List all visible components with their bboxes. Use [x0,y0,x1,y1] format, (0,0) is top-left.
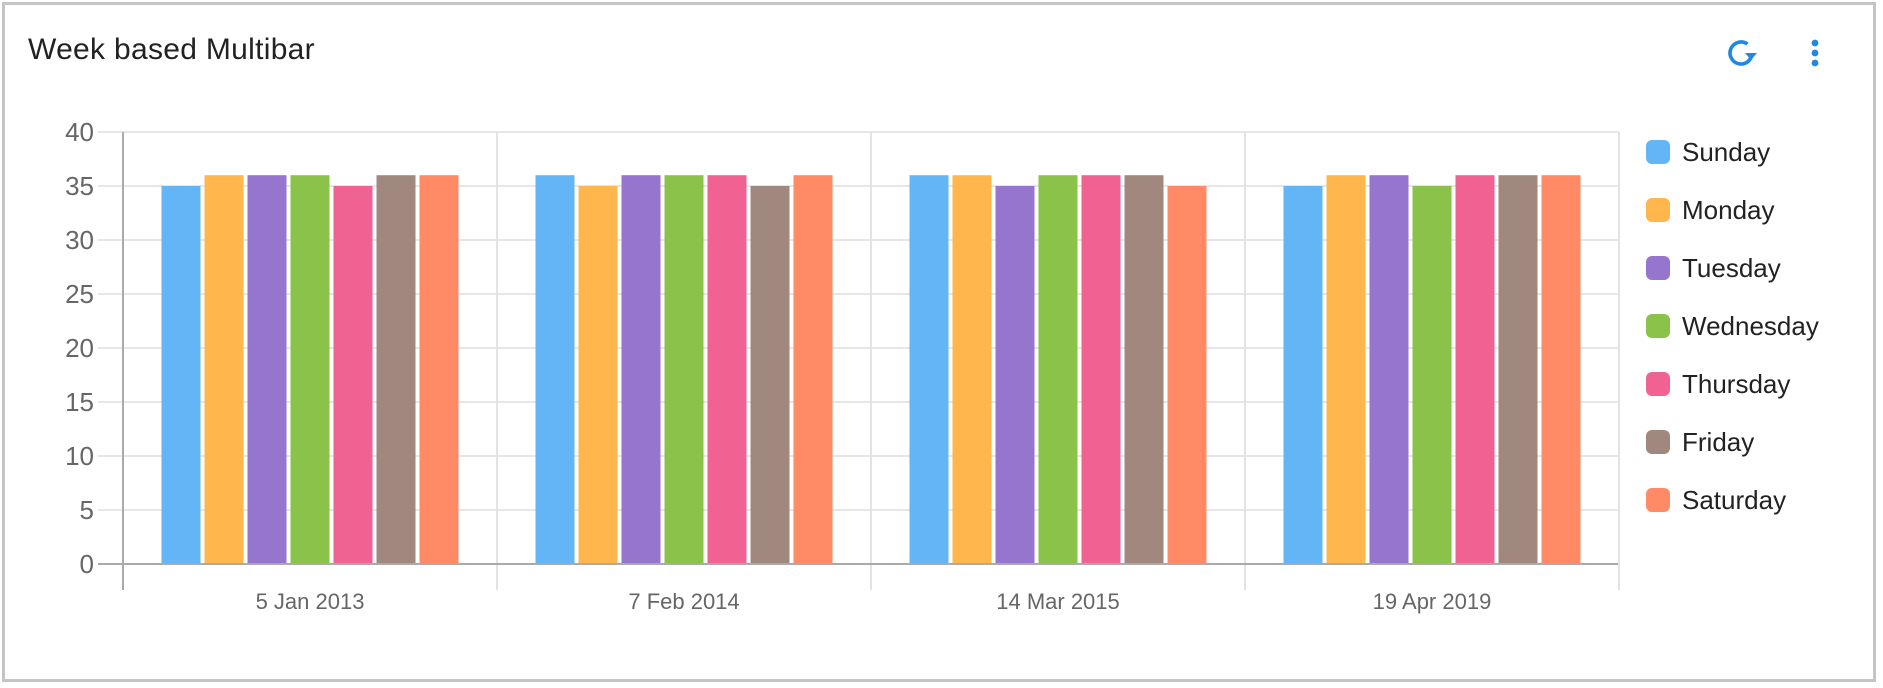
bar-wednesday[interactable] [1412,186,1452,564]
y-tick-label: 0 [80,549,94,579]
y-tick-label: 5 [80,495,94,525]
more-options-button[interactable] [1800,33,1830,73]
bar-thursday[interactable] [707,175,747,564]
bar-sunday[interactable] [909,175,949,564]
bar-saturday[interactable] [793,175,833,564]
bar-tuesday[interactable] [621,175,661,564]
x-tick-label: 5 Jan 2013 [256,589,365,614]
legend-label: Saturday [1682,484,1787,515]
legend-label: Monday [1682,194,1775,225]
legend-item-monday[interactable]: Monday [1646,181,1819,239]
legend-item-thursday[interactable]: Thursday [1646,355,1819,413]
bar-sunday[interactable] [1283,186,1323,564]
refresh-icon [1728,40,1757,66]
legend-item-wednesday[interactable]: Wednesday [1646,297,1819,355]
chart-title: Week based Multibar [28,33,315,66]
legend-item-tuesday[interactable]: Tuesday [1646,239,1819,297]
bar-monday[interactable] [952,175,992,564]
legend-label: Friday [1682,426,1755,457]
legend-item-saturday[interactable]: Saturday [1646,471,1819,529]
legend-swatch [1646,314,1670,338]
legend-item-sunday[interactable]: Sunday [1646,123,1819,181]
legend-label: Tuesday [1682,252,1781,283]
bar-wednesday[interactable] [290,175,330,564]
legend-swatch [1646,140,1670,164]
bar-sunday[interactable] [535,175,575,564]
bar-tuesday[interactable] [1369,175,1409,564]
y-tick-label: 40 [65,117,94,147]
y-tick-label: 30 [65,225,94,255]
bar-friday[interactable] [1124,175,1164,564]
bar-saturday[interactable] [1167,186,1207,564]
bar-friday[interactable] [1498,175,1538,564]
legend-swatch [1646,488,1670,512]
x-tick-label: 7 Feb 2014 [628,589,739,614]
legend-swatch [1646,430,1670,454]
legend-label: Wednesday [1682,310,1819,341]
bar-monday[interactable] [578,186,618,564]
bar-tuesday[interactable] [995,186,1035,564]
legend-swatch [1646,198,1670,222]
bar-thursday[interactable] [333,186,373,564]
legend-item-friday[interactable]: Friday [1646,413,1819,471]
bar-friday[interactable] [376,175,416,564]
bar-monday[interactable] [204,175,244,564]
bar-thursday[interactable] [1081,175,1121,564]
bar-friday[interactable] [750,186,790,564]
bar-wednesday[interactable] [664,175,704,564]
bar-saturday[interactable] [419,175,459,564]
bar-tuesday[interactable] [247,175,287,564]
more-vertical-icon [1811,39,1819,67]
x-tick-label: 19 Apr 2019 [1373,589,1492,614]
bar-monday[interactable] [1326,175,1366,564]
bar-wednesday[interactable] [1038,175,1078,564]
legend-label: Thursday [1682,368,1791,399]
bar-sunday[interactable] [161,186,201,564]
y-tick-label: 15 [65,387,94,417]
legend-label: Sunday [1682,136,1771,167]
y-tick-label: 10 [65,441,94,471]
x-tick-label: 14 Mar 2015 [996,589,1120,614]
y-tick-label: 25 [65,279,94,309]
legend-swatch [1646,372,1670,396]
bar-thursday[interactable] [1455,175,1495,564]
bar-saturday[interactable] [1541,175,1581,564]
y-tick-label: 35 [65,171,94,201]
legend-swatch [1646,256,1670,280]
y-tick-label: 20 [65,333,94,363]
refresh-button[interactable] [1722,33,1762,73]
chart-legend: Sunday Monday Tuesday Wednesday Thursday Frid… [1646,123,1819,529]
